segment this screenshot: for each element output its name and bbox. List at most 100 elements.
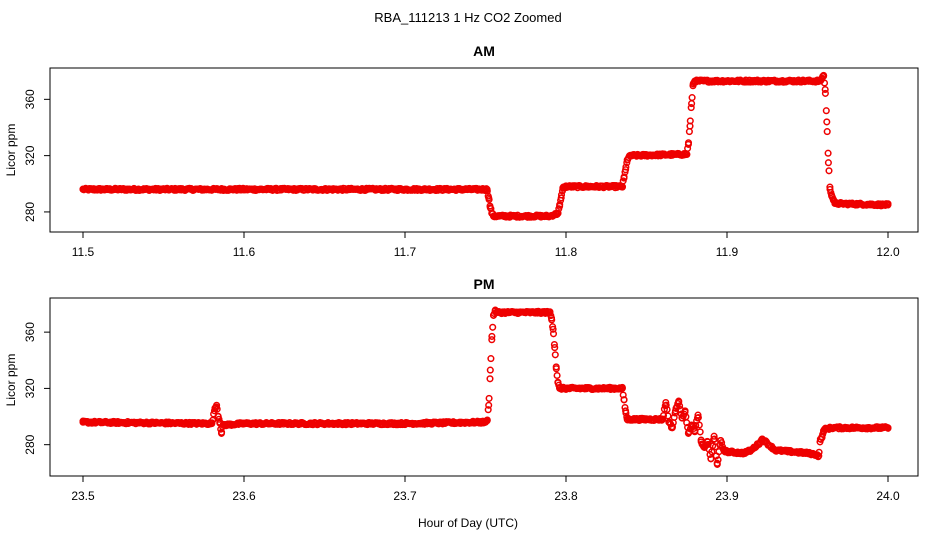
am-data-point	[687, 104, 695, 112]
pm-data-point	[695, 421, 703, 429]
am-data-point	[622, 163, 630, 171]
am-data-point	[825, 167, 833, 175]
am-panel-title: AM	[473, 43, 495, 59]
pm-data-point	[481, 418, 490, 426]
pm-data-point	[79, 418, 87, 426]
am-data-point	[685, 128, 693, 136]
pm-data-point	[208, 420, 216, 428]
pm-data-point	[684, 429, 692, 437]
pm-data-point	[486, 375, 494, 383]
pm-data-point	[758, 435, 766, 443]
am-data-point	[823, 118, 831, 126]
pm-data-point	[552, 365, 560, 373]
am-data-point	[562, 183, 570, 191]
pm-points	[79, 306, 892, 468]
pm-x-tick-label: 23.7	[393, 489, 417, 503]
pm-y-tick-label: 280	[23, 434, 37, 454]
pm-data-point	[714, 456, 722, 464]
pm-data-point	[553, 371, 561, 380]
pm-x-tick-label: 23.8	[554, 489, 578, 503]
am-x-tick-label: 11.7	[394, 245, 417, 259]
figure-x-axis-label: Hour of Day (UTC)	[418, 516, 518, 530]
pm-data-point	[662, 398, 670, 407]
am-data-point	[483, 185, 491, 193]
am-x-tick-label: 11.5	[72, 245, 95, 259]
am-data-point	[688, 94, 696, 102]
am-data-point	[884, 201, 892, 209]
pm-panel-title: PM	[474, 276, 495, 292]
am-data-point	[688, 100, 696, 108]
am-data-point	[490, 212, 498, 220]
pm-data-point	[493, 308, 501, 316]
am-data-point	[620, 174, 628, 182]
am-data-point	[683, 150, 691, 158]
pm-y-tick-label: 320	[23, 378, 37, 398]
am-data-point	[822, 107, 830, 115]
pm-x-tick-label: 24.0	[876, 489, 900, 503]
pm-data-point	[717, 436, 725, 445]
am-points	[79, 71, 892, 221]
am-data-point	[820, 71, 828, 79]
am-data-point	[401, 185, 409, 193]
pm-data-point	[620, 396, 628, 404]
pm-data-point	[401, 420, 409, 428]
am-data-point	[556, 202, 564, 210]
pm-x-tick-label: 23.9	[715, 489, 739, 503]
pm-data-point	[209, 416, 217, 424]
pm-data-point	[663, 405, 671, 414]
pm-data-point	[488, 336, 496, 344]
pm-data-point	[884, 424, 892, 432]
pm-data-point	[556, 384, 564, 392]
pm-data-point	[240, 420, 248, 428]
pm-ticks: 23.5 23.6 23.7 23.8 23.9 24.0 280 320 360	[23, 322, 900, 503]
am-panel: AM 11.5 11.6 11.7 11.8 11.9 12.0 280 320 360 Lic…	[4, 43, 919, 259]
am-data-point	[686, 122, 694, 130]
pm-data-point	[491, 307, 499, 315]
am-data-point	[831, 199, 839, 208]
pm-data-point	[659, 411, 668, 420]
pm-data-point	[662, 401, 670, 409]
pm-data-point	[665, 418, 673, 426]
pm-data-point	[713, 460, 721, 468]
pm-data-point	[622, 407, 630, 415]
am-data-point	[691, 77, 699, 85]
pm-data-point	[816, 435, 824, 443]
pm-data-point	[551, 344, 559, 352]
am-data-point	[684, 140, 692, 148]
am-data-point	[823, 128, 831, 136]
pm-data-point	[678, 414, 686, 422]
am-y-tick-label: 360	[23, 89, 37, 109]
pm-data-point	[710, 435, 719, 443]
pm-data-point	[675, 397, 683, 405]
am-x-tick-label: 11.9	[716, 245, 739, 259]
pm-panel: PM 23.5 23.6 23.7 23.8 23.9 24.0 280 320 360 Lic…	[4, 276, 919, 503]
am-data-point	[824, 159, 832, 167]
pm-data-point	[547, 314, 556, 322]
pm-data-point	[747, 446, 755, 454]
am-data-point	[626, 152, 634, 160]
am-data-point	[618, 183, 626, 191]
am-x-tick-label: 11.8	[555, 245, 578, 259]
am-data-point	[755, 77, 763, 85]
pm-data-point	[485, 401, 493, 409]
am-data-point	[622, 166, 630, 174]
figure-title: RBA_111213 1 Hz CO2 Zoomed	[374, 10, 561, 25]
am-plot-frame	[49, 67, 919, 233]
pm-data-point	[700, 443, 709, 452]
pm-plot-frame	[49, 297, 919, 477]
pm-data-point	[486, 366, 494, 374]
pm-data-point	[694, 411, 702, 419]
pm-data-point	[670, 413, 678, 421]
pm-data-point	[688, 421, 696, 429]
am-data-point	[557, 191, 566, 199]
pm-data-point	[488, 332, 496, 340]
am-y-tick-label: 280	[23, 202, 37, 222]
pm-data-point	[660, 405, 668, 413]
am-data-point	[821, 89, 829, 97]
pm-data-point	[691, 427, 699, 435]
am-y-axis-label: Licor ppm	[4, 124, 18, 177]
am-x-tick-label: 12.0	[876, 245, 900, 259]
pm-data-point	[821, 425, 829, 433]
pm-data-point	[723, 448, 731, 456]
